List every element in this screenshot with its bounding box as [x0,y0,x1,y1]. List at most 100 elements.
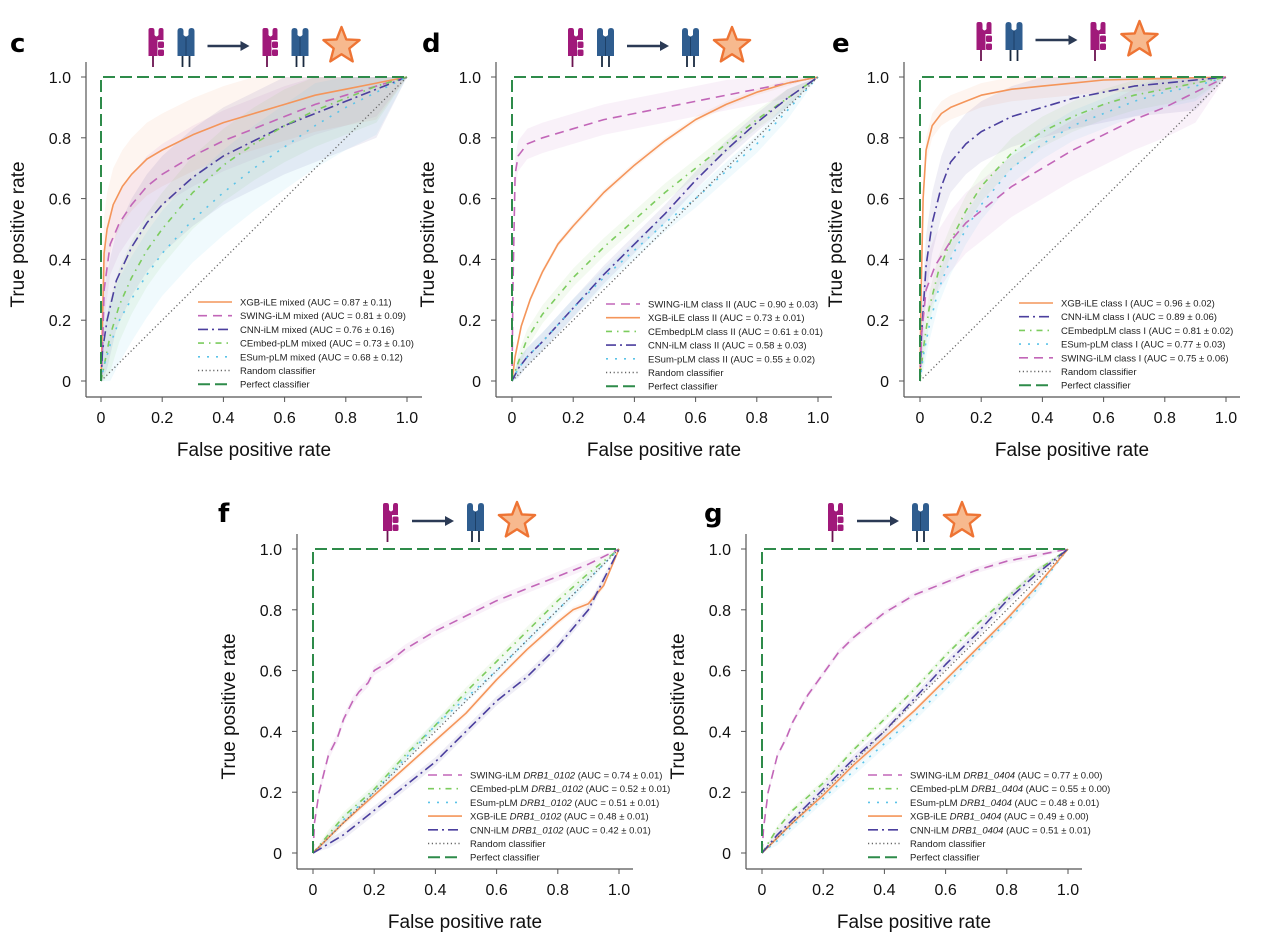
icon-row [568,25,752,67]
legend-label: ESum-pLM DRB1_0404 (AUC = 0.48 ± 0.01) [910,798,1099,809]
y-tick-label: 0.6 [49,192,71,209]
y-tick-label: 0 [62,374,71,391]
series-lines [312,548,620,854]
class-i-receptor-icon [1090,22,1106,61]
y-tick-label: 0.8 [709,603,731,620]
y-tick-label: 0.2 [867,313,889,330]
legend-label: XGB-iLE DRB1_0404 (AUC = 0.49 ± 0.00) [910,812,1089,823]
series-lines [511,76,819,382]
y-tick-label: 0.6 [709,664,731,681]
legend-label: ESum-pLM class II (AUC = 0.55 ± 0.02) [648,354,815,365]
series-band [920,77,1226,381]
icon-row [828,500,982,542]
panel-g: g 0 0.2 0.4 0.6 0.8 1.0 0 0.2 0.4 0.6 0.8 1.0 False p… [668,499,1110,933]
series-line [919,76,1227,382]
series-band [512,77,818,381]
class-ii-receptor-icon [467,503,484,542]
legend-label: SWING-iLM class II (AUC = 0.90 ± 0.03) [648,300,818,311]
legend: XGB-iLE mixed (AUC = 0.87 ± 0.11) SWING-i… [198,298,414,391]
series-line [511,76,819,382]
x-tick-label: 0.6 [684,410,706,427]
y-tick-label: 0.4 [459,252,481,269]
y-tick-label: 0.8 [49,131,71,148]
series-lines [100,76,408,382]
y-tick-label: 0.8 [867,131,889,148]
class-i-receptor-icon [568,28,584,67]
y-tick-label: 1.0 [459,70,481,87]
x-tick-label: 0.2 [562,410,584,427]
x-tick-label: 0.8 [1154,410,1176,427]
legend-label: CNN-iLM class I (AUC = 0.89 ± 0.06) [1061,312,1217,323]
class-i-receptor-icon [828,503,844,542]
series-line [100,76,408,382]
x-tick-label: 0.8 [335,410,357,427]
legend-label: SWING-iLM DRB1_0404 (AUC = 0.77 ± 0.00) [910,771,1102,782]
x-tick-label: 0 [309,882,318,899]
x-tick-label: 0.2 [970,410,992,427]
legend-label: CEmbedpLM class II (AUC = 0.61 ± 0.01) [648,327,823,338]
y-axis-title: True positive rate [8,161,29,307]
class-ii-receptor-icon [682,28,699,67]
legend-label: SWING-iLM DRB1_0102 (AUC = 0.74 ± 0.01) [470,771,662,782]
x-tick-label: 0.6 [1092,410,1114,427]
legend-label: Perfect classifier [240,380,310,391]
y-tick-label: 0.4 [709,724,731,741]
icon-row [148,25,361,67]
class-i-receptor-icon [976,22,992,61]
panel-letter: c [10,29,25,59]
series-line [511,76,819,382]
arrow-icon [1035,35,1078,45]
star-icon [1120,19,1159,57]
legend-label: ESum-pLM DRB1_0102 (AUC = 0.51 ± 0.01) [470,798,659,809]
y-tick-label: 1.0 [709,542,731,559]
x-axis-title: False positive rate [837,912,991,933]
arrow-icon [412,516,454,526]
series-line [919,76,1227,382]
legend-label: CEmbed-pLM DRB1_0404 (AUC = 0.55 ± 0.00) [910,784,1110,795]
x-tick-label: 0.6 [934,882,956,899]
legend-label: CNN-iLM DRB1_0102 (AUC = 0.42 ± 0.01) [470,825,651,836]
x-tick-label: 0.8 [746,410,768,427]
series-line [761,548,1069,854]
star-icon [322,25,361,63]
series-line [919,76,1227,382]
star-icon [497,500,537,538]
legend-label: CEmbedpLM class I (AUC = 0.81 ± 0.02) [1061,326,1233,337]
series-line [761,548,1069,854]
x-tick-label: 0.4 [873,882,895,899]
legend-label: Random classifier [910,839,986,850]
y-tick-label: 0.8 [459,131,481,148]
series-lines [761,548,1069,854]
series-line [511,76,819,382]
y-tick-label: 1.0 [867,70,889,87]
x-tick-label: 0 [758,882,767,899]
class-ii-receptor-icon [291,28,309,67]
legend-label: XGB-iLE class I (AUC = 0.96 ± 0.02) [1061,299,1215,310]
legend-label: Random classifier [470,839,546,850]
x-tick-label: 1.0 [1057,882,1079,899]
legend: SWING-iLM DRB1_0102 (AUC = 0.74 ± 0.01) C… [428,771,670,864]
x-tick-label: 1.0 [1215,410,1237,427]
legend-label: Random classifier [648,368,724,379]
y-tick-label: 0.2 [260,785,282,802]
y-axis-title: True positive rate [668,633,689,779]
legend-label: XGB-iLE DRB1_0102 (AUC = 0.48 ± 0.01) [470,812,649,823]
legend-label: CNN-iLM class II (AUC = 0.58 ± 0.03) [648,341,807,352]
x-axis-title: False positive rate [388,912,542,933]
x-tick-label: 0.4 [212,410,234,427]
x-axis-title: False positive rate [177,440,331,461]
x-tick-label: 0.2 [151,410,173,427]
legend-label: CNN-iLM DRB1_0404 (AUC = 0.51 ± 0.01) [910,825,1091,836]
y-tick-label: 0.4 [867,252,889,269]
x-tick-label: 0 [97,410,106,427]
y-tick-label: 0.2 [49,313,71,330]
y-tick-label: 0.6 [459,192,481,209]
series-line [312,548,620,854]
y-tick-label: 0 [472,374,481,391]
legend-label: SWING-iLM class I (AUC = 0.75 ± 0.06) [1061,353,1229,364]
series-line [761,548,1069,854]
legend-label: XGB-iLE mixed (AUC = 0.87 ± 0.11) [240,298,392,309]
panel-f: f 0 0.2 0.4 0.6 0.8 1.0 0 0.2 0.4 0.6 0.8 1.0 False p… [218,499,670,933]
legend-label: XGB-iLE class II (AUC = 0.73 ± 0.01) [648,313,804,324]
legend-label: CEmbed-pLM DRB1_0102 (AUC = 0.52 ± 0.01) [470,784,670,795]
